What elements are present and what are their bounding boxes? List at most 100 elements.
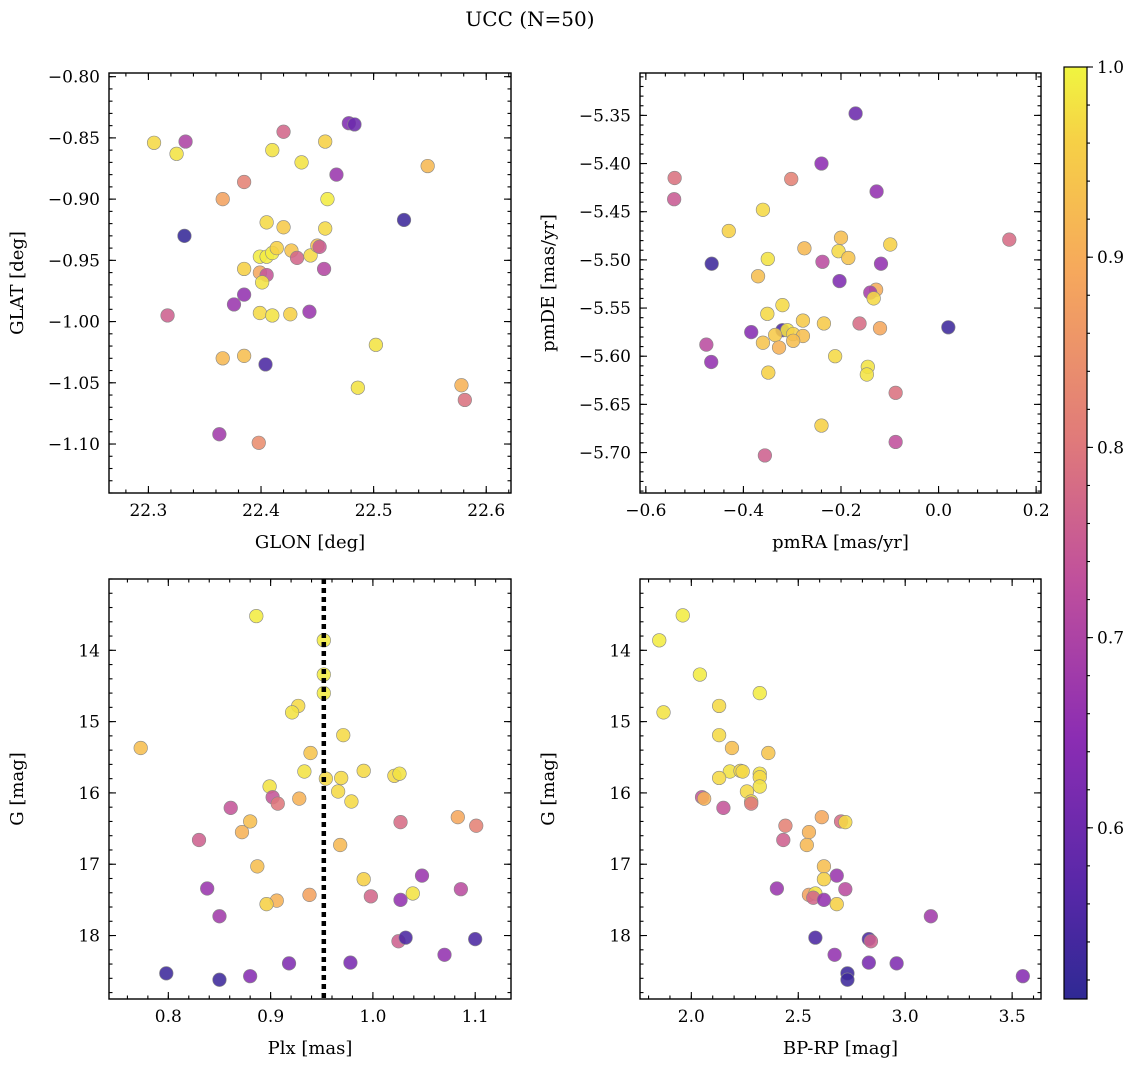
data-point [697, 791, 712, 806]
data-point [888, 385, 903, 400]
data-point [265, 308, 280, 323]
data-point [420, 158, 435, 174]
y-tick-label: −0.80 [48, 68, 100, 88]
data-point [863, 934, 879, 949]
data-point [828, 349, 843, 364]
data-point [832, 273, 847, 289]
data-point [816, 892, 832, 907]
data-point [212, 909, 227, 924]
y-axis-label: pmDE [mas/yr] [538, 214, 559, 352]
colorbar-tick-label: 0.7 [1097, 629, 1124, 649]
y-tick-label: 15 [609, 713, 631, 733]
x-tick-label: −0.4 [723, 501, 764, 521]
data-point [923, 909, 938, 924]
data-point [704, 354, 719, 370]
y-tick-label: 18 [609, 927, 631, 947]
data-point [833, 230, 849, 245]
data-point [752, 779, 767, 794]
data-point [212, 972, 227, 987]
x-tick-label: 1.1 [462, 1007, 489, 1027]
data-point [344, 794, 359, 809]
x-axis-label: Plx [mas] [268, 1038, 353, 1059]
y-tick-label: −5.35 [579, 106, 631, 126]
data-point [757, 448, 772, 463]
data-point [873, 256, 889, 271]
x-tick-label: −0.2 [820, 501, 861, 521]
data-point [243, 969, 258, 984]
data-point [276, 124, 291, 139]
y-tick-label: −1.00 [48, 313, 100, 333]
data-point [704, 256, 719, 271]
data-point [656, 705, 671, 720]
data-point [191, 832, 207, 848]
data-point [284, 705, 300, 720]
data-point [146, 135, 162, 150]
data-point [237, 287, 252, 302]
data-point [838, 815, 853, 830]
x-tick-label: 22.3 [129, 501, 167, 521]
data-point [744, 325, 759, 340]
data-point [437, 947, 452, 962]
data-point [249, 608, 264, 624]
y-axis-label: GLAT [deg] [7, 231, 28, 335]
panel-bprp-g: 2.0 2.5 3.0 3.5 14 15 16 17 18 BP-RP [mag] G [mag] [538, 578, 1042, 1059]
data-point [289, 250, 305, 265]
data-point [768, 327, 783, 343]
data-point [889, 956, 904, 971]
data-point [829, 897, 844, 912]
data-point [237, 174, 252, 190]
data-point [292, 791, 307, 806]
data-point [334, 770, 349, 786]
y-tick-label: −5.40 [579, 155, 631, 175]
data-point [815, 254, 830, 269]
colorbar-tick-label: 1.0 [1097, 58, 1124, 78]
data-point [356, 872, 371, 887]
colorbar: 0.6 0.7 0.8 0.9 1.0 [1063, 58, 1124, 1000]
data-point [281, 956, 297, 971]
y-tick-label: −5.60 [579, 347, 631, 367]
x-axis-label: GLON [deg] [255, 532, 365, 553]
data-point [775, 298, 790, 313]
data-point [200, 881, 215, 896]
data-point [760, 306, 775, 321]
data-point [318, 221, 333, 236]
colorbar-gradient [1063, 66, 1088, 1000]
y-tick-label: −0.85 [48, 129, 100, 149]
data-point [297, 764, 312, 779]
data-point [336, 728, 351, 743]
data-point [259, 215, 274, 230]
data-point [776, 832, 791, 848]
data-point [405, 886, 420, 901]
y-tick-label: 14 [78, 641, 100, 661]
panel-plx-g: 0.8 0.9 1.0 1.1 14 15 16 17 18 Plx [mas] G [mag] [7, 578, 512, 1059]
data-point [786, 333, 801, 348]
data-point [302, 304, 317, 319]
data-point [866, 291, 881, 306]
data-point [721, 223, 736, 239]
y-tick-label: −1.10 [48, 435, 100, 455]
data-point [331, 784, 346, 799]
data-point [838, 882, 853, 897]
data-point [692, 667, 707, 682]
data-point [237, 348, 252, 363]
data-point [393, 892, 408, 907]
data-point [318, 134, 333, 149]
data-point [302, 887, 317, 902]
data-point [457, 392, 472, 408]
data-point [259, 897, 274, 912]
data-point [215, 192, 230, 207]
y-tick-label: −0.90 [48, 190, 100, 210]
data-point [816, 859, 832, 874]
data-point [258, 357, 273, 372]
data-point [414, 868, 430, 883]
data-point [888, 434, 903, 450]
plot-frame [639, 578, 1042, 1000]
data-point [801, 825, 817, 840]
data-point [841, 250, 856, 266]
data-point [223, 800, 238, 815]
data-point [303, 248, 318, 263]
x-tick-label: 1.0 [359, 1007, 386, 1027]
x-tick-label: 0.9 [257, 1007, 284, 1027]
data-point [795, 313, 811, 328]
